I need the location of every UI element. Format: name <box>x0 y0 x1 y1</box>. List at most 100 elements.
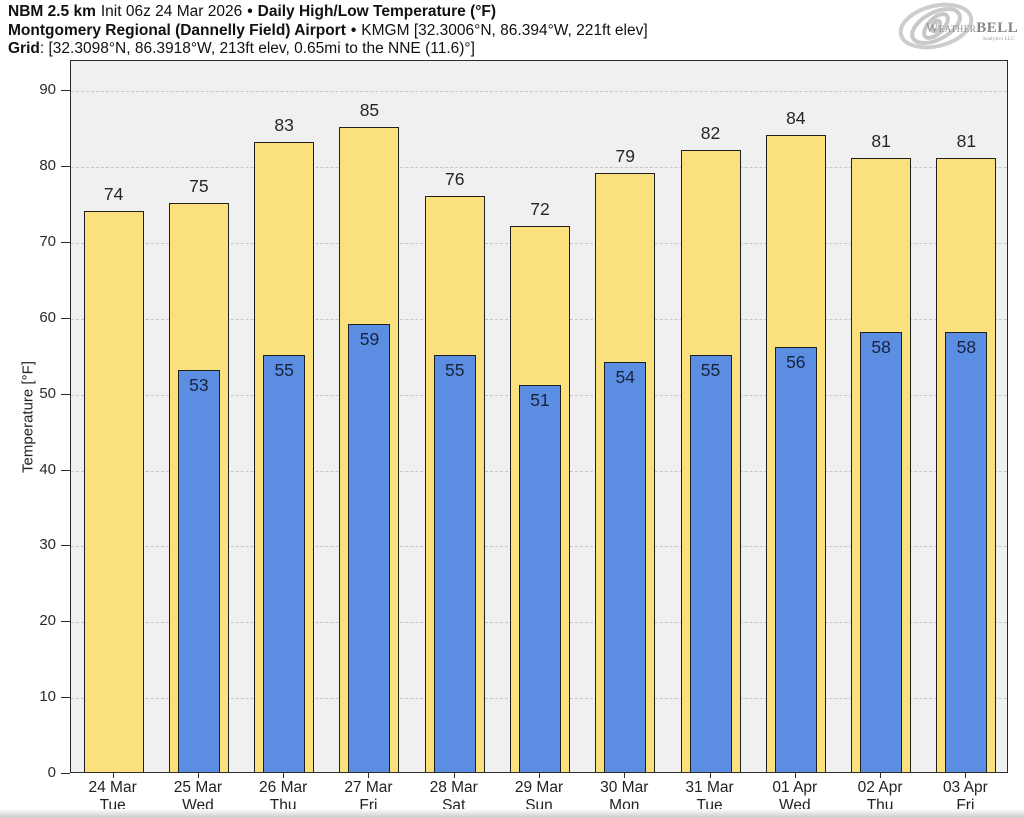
y-tick-label-30: 30 <box>39 536 56 554</box>
low-value-label: 51 <box>530 390 550 411</box>
x-label-date: 26 Mar <box>259 779 308 796</box>
low-value-label: 58 <box>956 337 977 358</box>
low-bar <box>433 354 476 772</box>
x-label-date: 02 Apr <box>857 779 903 796</box>
x-label-date: 24 Mar <box>88 779 137 796</box>
station-name: Montgomery Regional (Dannelly Field) Air… <box>8 21 346 39</box>
plot-area: 74 75 53 83 55 85 59 76 55 72 51 79 54 82 55 84 56 81 58 81… <box>70 60 1008 773</box>
x-tick-26-Mar <box>283 773 285 778</box>
y-tick-30 <box>61 545 70 547</box>
low-bar <box>604 362 647 772</box>
low-value-label: 56 <box>786 352 806 373</box>
low-value-label: 59 <box>359 329 380 350</box>
x-label-date: 27 Mar <box>344 779 393 796</box>
low-bar <box>263 354 306 772</box>
y-axis-title: Temperature [°F] <box>19 361 37 473</box>
station-details: KMGM [32.3006°N, 86.394°W, 221ft elev] <box>361 21 648 39</box>
x-tick-02-Apr <box>880 773 882 778</box>
y-tick-label-80: 80 <box>39 157 56 175</box>
high-value-label: 74 <box>103 183 124 204</box>
high-value-label: 76 <box>444 168 465 189</box>
x-tick-24-Mar <box>112 773 114 778</box>
low-value-label: 58 <box>871 337 891 358</box>
y-tick-label-10: 10 <box>39 688 56 706</box>
y-tick-80 <box>61 166 70 168</box>
chart-header: NBM 2.5 km Init 06z 24 Mar 2026 • Daily Hig… <box>8 3 648 59</box>
y-gridline-80 <box>71 167 1007 169</box>
logo-weather-text: Weather <box>926 20 976 35</box>
chart-container: 74 75 53 83 55 85 59 76 55 72 51 79 54 82 55 84 56 81 58 81… <box>39 60 1008 814</box>
high-value-label: 84 <box>786 107 806 128</box>
low-bar <box>860 332 903 772</box>
x-tick-25-Mar <box>197 773 199 778</box>
y-tick-90 <box>61 90 70 92</box>
x-label-date: 31 Mar <box>685 779 734 796</box>
svg-text:WeatherBELL: WeatherBELL <box>926 20 1018 36</box>
y-tick-50 <box>61 393 70 395</box>
x-tick-01-Apr <box>794 773 796 778</box>
y-tick-label-60: 60 <box>39 309 56 327</box>
x-tick-03-Apr <box>965 773 967 778</box>
low-value-label: 55 <box>274 359 294 380</box>
x-label-date: 29 Mar <box>514 779 564 796</box>
high-value-label: 85 <box>359 100 380 121</box>
x-label-date: 25 Mar <box>173 779 223 796</box>
high-value-label: 82 <box>700 123 721 144</box>
hurricane-swirl-icon: WeatherBELL Analytics LLC <box>898 2 1018 50</box>
x-tick-28-Mar <box>453 773 455 778</box>
y-tick-60 <box>61 317 70 319</box>
low-value-label: 54 <box>615 367 635 388</box>
y-tick-label-90: 90 <box>39 81 56 99</box>
grid-label: Grid <box>8 40 40 57</box>
y-tick-40 <box>61 469 70 471</box>
logo-sub-text: Analytics LLC <box>982 36 1015 42</box>
high-bar <box>83 210 144 772</box>
y-tick-20 <box>61 621 70 623</box>
init-time: Init 06z 24 Mar 2026 <box>100 3 243 20</box>
low-value-label: 55 <box>700 359 721 380</box>
low-value-label: 53 <box>189 375 209 395</box>
logo-bell-text: BELL <box>976 20 1018 36</box>
low-value-label: 55 <box>444 359 465 380</box>
y-tick-label-40: 40 <box>39 460 56 478</box>
low-bar <box>945 332 988 772</box>
low-bar <box>774 347 817 772</box>
chart-title-line2: Montgomery Regional (Dannelly Field) Air… <box>8 22 648 41</box>
x-tick-31-Mar <box>709 773 711 778</box>
low-bar <box>519 385 561 772</box>
chart-title: Daily High/Low Temperature (°F) <box>257 3 497 20</box>
low-bar <box>348 324 391 772</box>
x-label-date: 01 Apr <box>772 779 818 796</box>
x-tick-29-Mar <box>539 773 540 778</box>
y-tick-label-20: 20 <box>39 612 56 630</box>
bullet-separator: • <box>247 3 253 20</box>
high-value-label: 81 <box>956 130 977 151</box>
y-tick-70 <box>61 242 70 244</box>
chart-title-line1: NBM 2.5 km Init 06z 24 Mar 2026 • Daily Hig… <box>8 3 648 22</box>
weatherbell-logo: WeatherBELL Analytics LLC <box>896 1 1018 51</box>
y-tick-label-50: 50 <box>39 384 56 402</box>
model-name: NBM 2.5 km <box>8 3 96 20</box>
high-value-label: 75 <box>189 176 209 197</box>
grid-details: : [32.3098°N, 86.3918°W, 213ft elev, 0.6… <box>39 40 475 57</box>
low-bar <box>689 354 732 772</box>
y-tick-0 <box>61 773 70 774</box>
high-value-label: 83 <box>274 115 294 136</box>
y-gridline-90 <box>71 91 1007 93</box>
x-label-date: 30 Mar <box>600 779 649 796</box>
x-label-date: 28 Mar <box>429 779 478 796</box>
high-value-label: 79 <box>615 145 635 166</box>
chart-title-line3: Grid: [32.3098°N, 86.3918°W, 213ft elev,… <box>8 40 648 59</box>
high-value-label: 81 <box>871 130 891 151</box>
y-tick-10 <box>61 697 70 699</box>
low-bar <box>177 370 220 772</box>
high-value-label: 72 <box>530 198 550 219</box>
x-label-date: 03 Apr <box>942 779 988 796</box>
page-bottom-shadow <box>0 809 1024 818</box>
y-tick-label-70: 70 <box>39 233 56 251</box>
bullet-separator: • <box>350 21 357 39</box>
y-tick-label-0: 0 <box>47 764 56 782</box>
x-tick-27-Mar <box>368 773 370 778</box>
x-tick-30-Mar <box>624 773 626 778</box>
